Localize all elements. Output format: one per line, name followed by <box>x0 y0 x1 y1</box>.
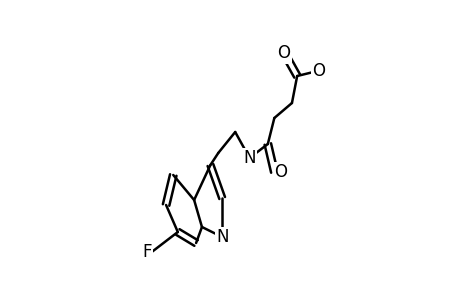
Text: F: F <box>142 243 151 261</box>
Text: O: O <box>274 163 287 181</box>
Text: O: O <box>277 44 290 62</box>
Text: N: N <box>215 228 228 246</box>
Text: N: N <box>243 149 255 167</box>
Text: O: O <box>312 61 325 80</box>
